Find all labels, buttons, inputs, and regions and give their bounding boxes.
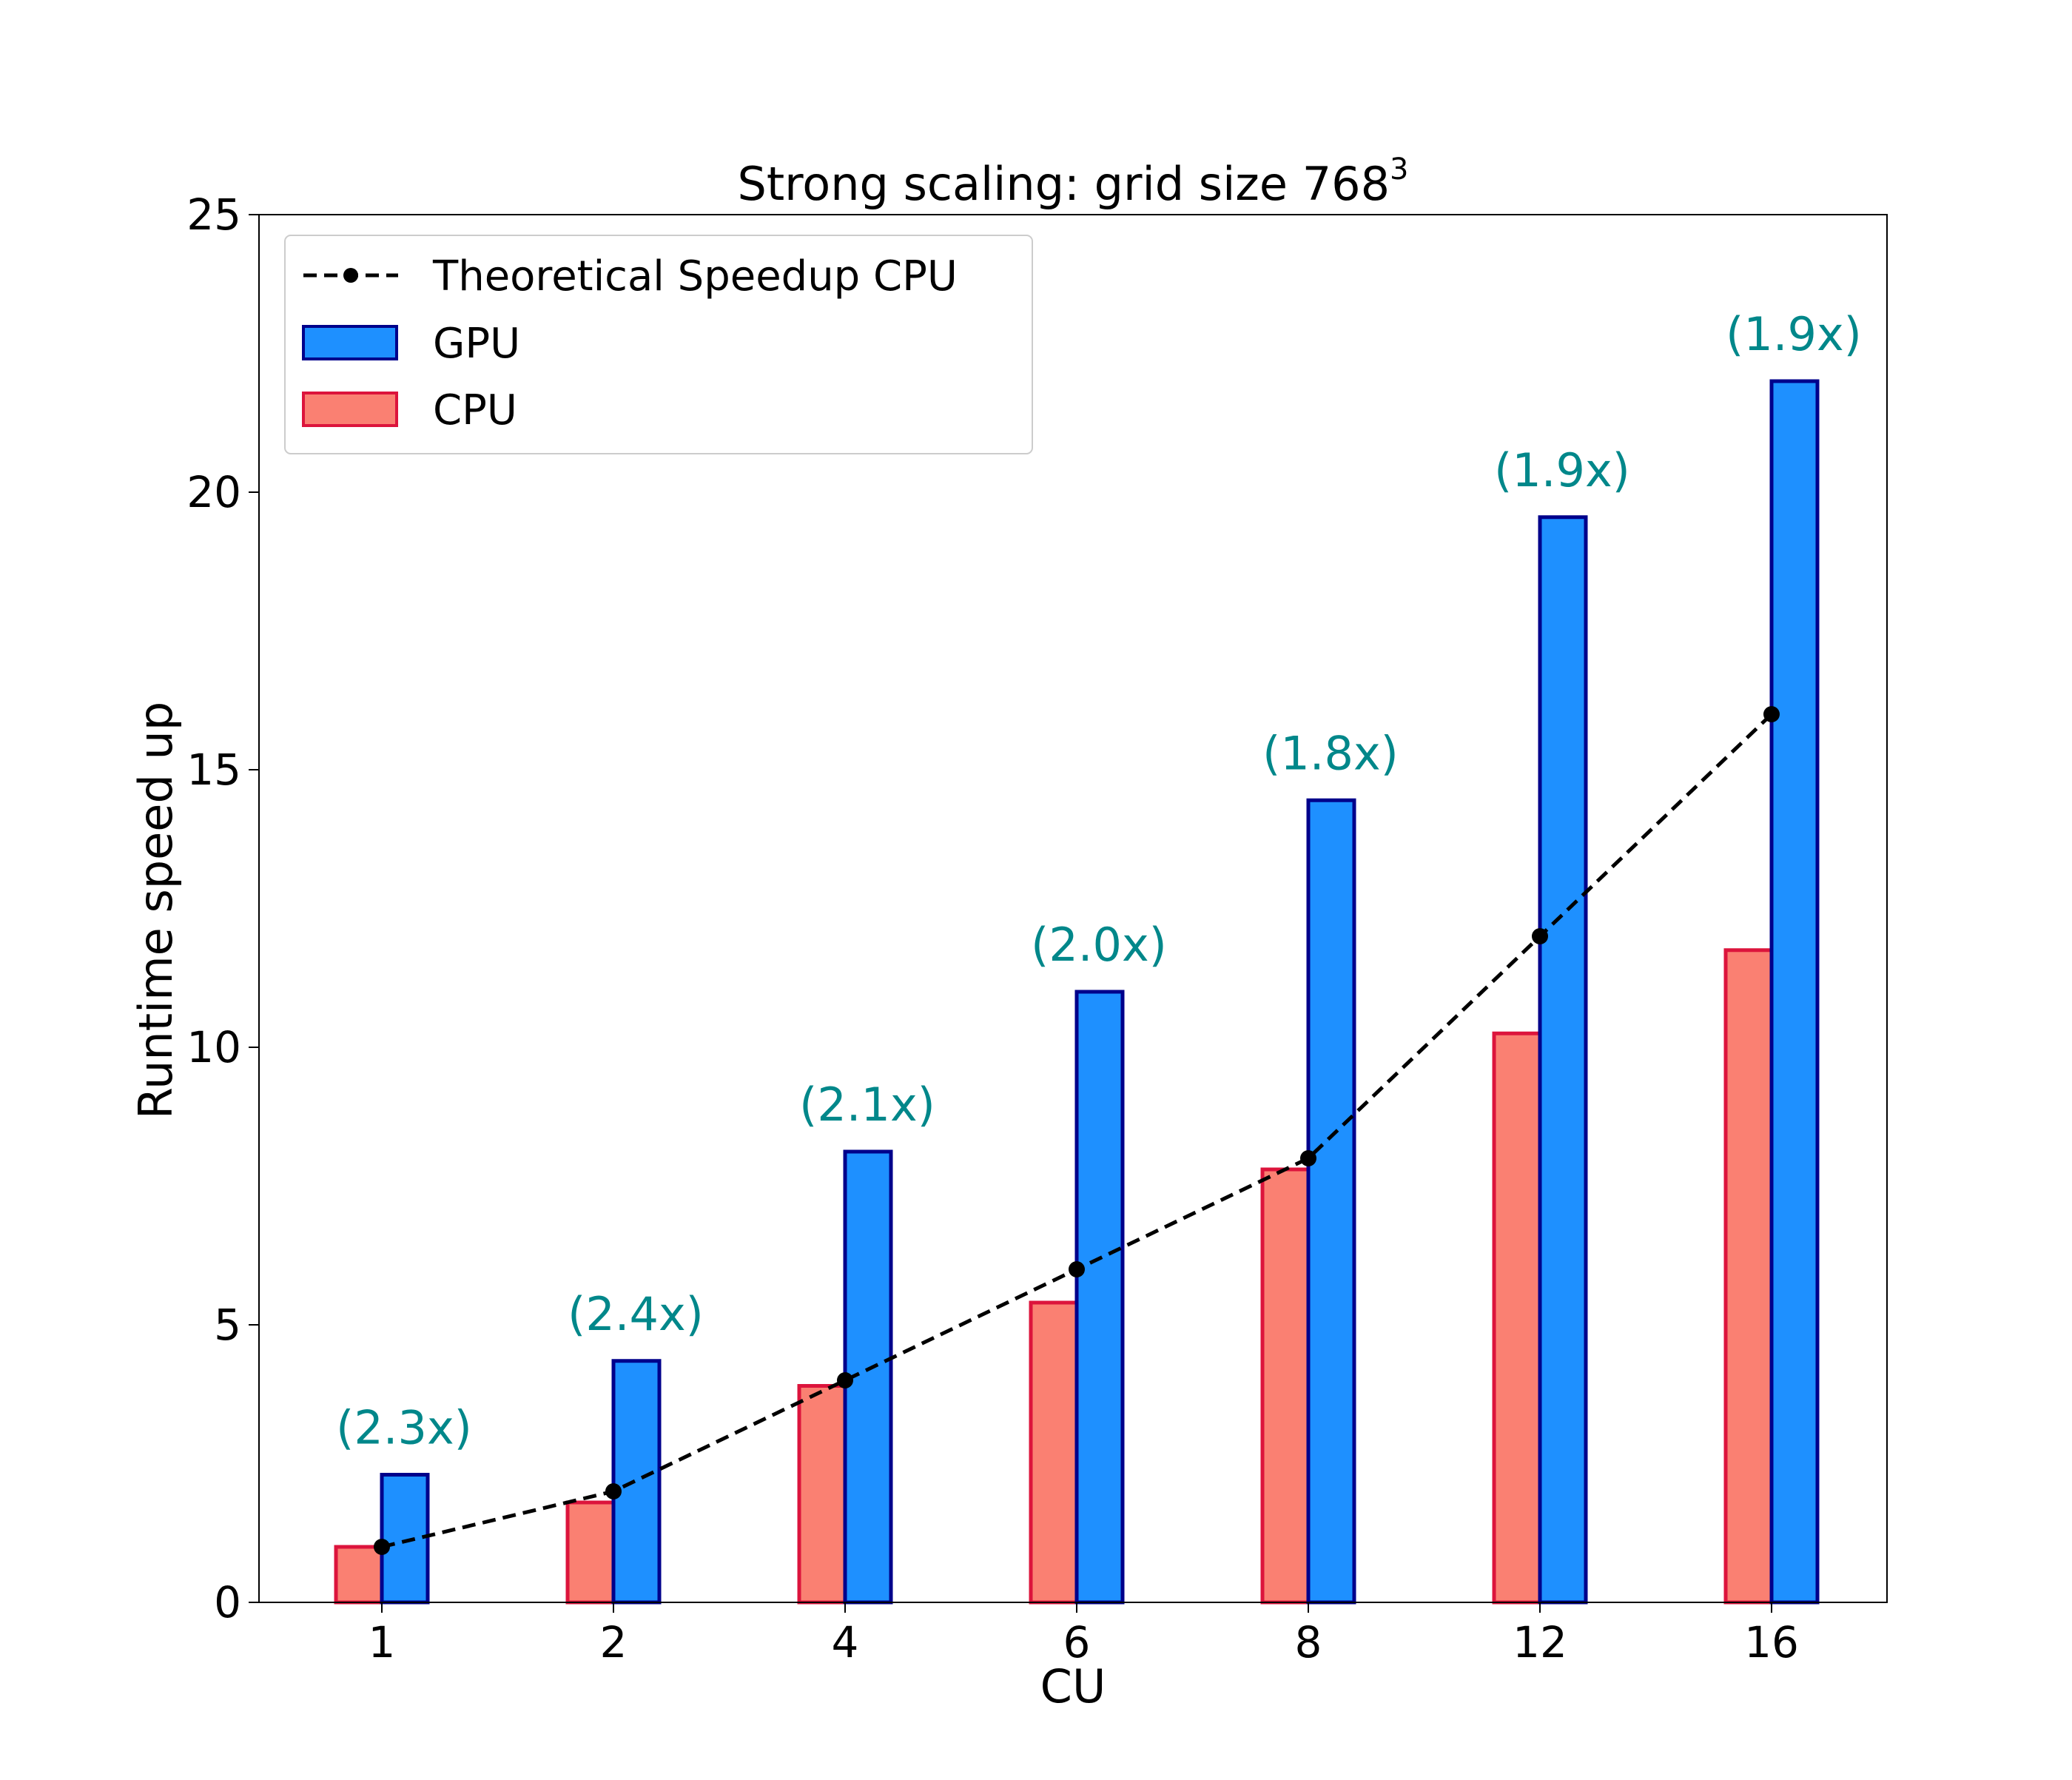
y-tick-label-20: 20 [186,467,241,517]
speedup-ratio-label-2: (2.4x) [568,1287,704,1341]
theoretical-point-2 [605,1483,622,1499]
speedup-ratio-label-12: (1.9x) [1494,443,1630,497]
legend-label-theoretical: Theoretical Speedup CPU [432,252,958,300]
line-layer [374,706,1780,1555]
cpu-bar-4 [797,1384,847,1605]
legend-frame [284,235,1033,454]
legend-label-cpu: CPU [433,386,517,434]
legend-swatch-cpu [302,392,398,427]
speedup-ratio-label-6: (2.0x) [1031,918,1167,972]
theoretical-point-16 [1763,706,1780,722]
chart-title-superscript: 3 [1390,152,1408,187]
theoretical-point-1 [374,1539,390,1555]
theoretical-point-8 [1300,1150,1316,1166]
cpu-bar-6 [1029,1300,1079,1605]
y-tick-label-0: 0 [214,1577,241,1628]
x-tick-label-6: 6 [1063,1617,1091,1668]
x-axis-label: CU [1040,1659,1106,1713]
cpu-bar-16 [1723,948,1774,1605]
gpu-bar-16 [1769,379,1820,1605]
theoretical-point-12 [1532,928,1548,944]
x-axis: 1 2 4 6 8 12 16 [369,1602,1799,1668]
gpu-bar-1 [380,1473,430,1605]
x-tick-label-1: 1 [369,1617,396,1668]
x-tick-label-12: 12 [1513,1617,1567,1668]
gpu-bar-12 [1538,515,1588,1605]
theoretical-point-4 [837,1372,853,1388]
legend-line-marker [343,268,358,283]
gpu-bar-6 [1074,990,1125,1605]
cpu-bar-1 [334,1545,384,1605]
y-axis: 0 5 10 15 20 25 [186,189,259,1628]
legend-swatch-gpu [302,325,398,360]
cpu-bar-12 [1492,1031,1542,1605]
legend-label-gpu: GPU [433,320,520,368]
theoretical-point-6 [1069,1261,1085,1277]
chart-title-main: Strong scaling: grid size 768 [737,157,1390,211]
bars-layer [334,379,1820,1605]
speedup-ratio-label-1: (2.3x) [336,1401,472,1455]
cpu-bar-2 [565,1500,616,1605]
y-tick-label-15: 15 [186,745,241,795]
x-tick-label-4: 4 [832,1617,859,1668]
cpu-bar-8 [1260,1167,1311,1605]
y-axis-label: Runtime speed up [129,702,183,1119]
plot-frame [258,214,1888,1603]
y-tick-label-5: 5 [214,1300,241,1350]
chart-title: Strong scaling: grid size 7683 [737,152,1408,211]
gpu-bar-2 [611,1359,662,1605]
legend: Theoretical Speedup CPU GPU CPU [284,235,1033,454]
x-tick-label-2: 2 [600,1617,628,1668]
y-tick-label-25: 25 [186,189,241,240]
speedup-ratio-label-4: (2.1x) [799,1078,935,1132]
gpu-bar-8 [1306,798,1356,1605]
annotations-layer: (2.3x) (2.4x) (2.1x) (2.0x) (1.8x) (1.9x) (1.9… [336,307,1862,1455]
x-tick-label-16: 16 [1744,1617,1799,1668]
y-tick-label-10: 10 [186,1022,241,1072]
x-tick-label-8: 8 [1295,1617,1322,1668]
speedup-ratio-label-8: (1.8x) [1262,726,1399,780]
speedup-ratio-label-16: (1.9x) [1726,307,1862,361]
